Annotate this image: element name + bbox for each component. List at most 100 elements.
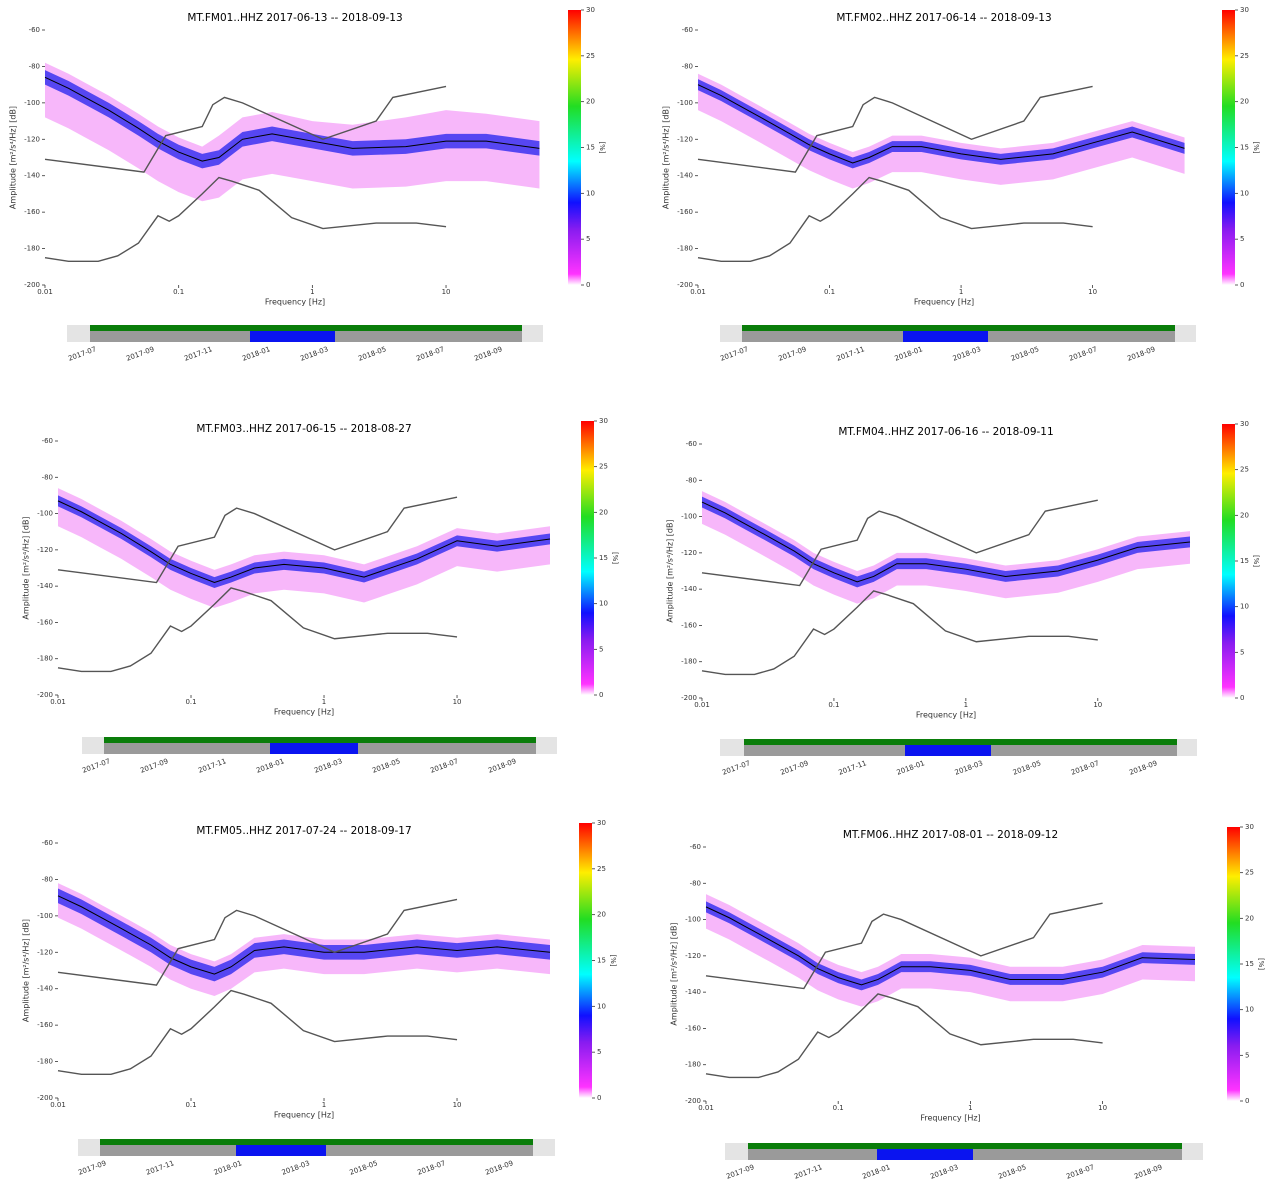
selected-bar xyxy=(236,1145,326,1156)
colorbar-tick-label: 0 xyxy=(1240,694,1244,702)
y-tick-label: -200 xyxy=(681,694,697,702)
timeline-label: 2018-09 xyxy=(1128,759,1158,777)
timeline-label: 2018-07 xyxy=(416,1159,446,1177)
colorbar-tick-label: 0 xyxy=(1240,281,1244,289)
y-tick-label: -80 xyxy=(690,879,701,887)
y-tick-label: -140 xyxy=(685,988,701,996)
colorbar-tick-label: 0 xyxy=(1245,1097,1249,1105)
density-band xyxy=(702,496,1190,588)
y-axis-label: Amplitude [m²/s⁴/Hz] [dB] xyxy=(9,106,18,209)
y-tick-label: -180 xyxy=(37,1058,53,1066)
coverage-bar xyxy=(104,737,536,743)
coverage-bar xyxy=(742,325,1175,331)
x-tick-label: 0.01 xyxy=(50,698,66,706)
timeline-label: 2018-07 xyxy=(1070,759,1100,777)
coverage-bar xyxy=(100,1139,533,1145)
y-tick-label: -180 xyxy=(24,245,40,253)
timeline-label: 2018-03 xyxy=(954,759,984,777)
colorbar-tick-label: 10 xyxy=(586,189,595,197)
timeline-label: 2018-03 xyxy=(299,345,329,363)
x-tick-label: 0.1 xyxy=(824,288,835,296)
colorbar-label: [%] xyxy=(611,552,619,564)
y-tick-label: -200 xyxy=(37,691,53,699)
colorbar-tick-label: 25 xyxy=(597,865,606,873)
y-tick-label: -60 xyxy=(682,26,693,34)
x-axis-label: Frequency [Hz] xyxy=(914,298,974,307)
selected-bar xyxy=(877,1149,973,1160)
x-tick-label: 0.1 xyxy=(828,701,839,709)
colorbar-tick-label: 15 xyxy=(1245,960,1254,968)
x-tick-label: 1 xyxy=(322,698,326,706)
colorbar-tick-label: 10 xyxy=(1240,189,1249,197)
timeline-label: 2018-09 xyxy=(484,1159,514,1177)
y-tick-label: -140 xyxy=(681,585,697,593)
x-tick-label: 0.01 xyxy=(694,701,710,709)
density-band xyxy=(698,79,1185,169)
colorbar-tick-label: 20 xyxy=(1240,98,1249,106)
colorbar-tick-label: 0 xyxy=(599,691,603,699)
y-axis-label: Amplitude [m²/s⁴/Hz] [dB] xyxy=(670,922,679,1025)
y-tick-label: -80 xyxy=(682,62,693,70)
timeline-label: 2017-09 xyxy=(725,1163,755,1181)
mean-line xyxy=(57,895,551,975)
y-tick-label: -160 xyxy=(677,208,693,216)
mean-line xyxy=(57,500,551,584)
chart-title: MT.FM04..HHZ 2017-06-16 -- 2018-09-11 xyxy=(838,426,1053,438)
y-tick-label: -200 xyxy=(24,281,40,289)
timeline-label: 2018-05 xyxy=(357,345,387,363)
coverage-bar xyxy=(90,325,522,331)
y-tick-label: -200 xyxy=(677,281,693,289)
nlnm-line xyxy=(705,993,1103,1079)
x-tick-label: 10 xyxy=(453,698,462,706)
colorbar-tick-label: 5 xyxy=(1240,235,1244,243)
colorbar-label: [%] xyxy=(1257,958,1265,970)
nhnm-line xyxy=(705,902,1103,990)
timeline-label: 2017-09 xyxy=(779,759,809,777)
nlnm-line xyxy=(697,176,1093,263)
y-tick-label: -80 xyxy=(29,62,40,70)
colorbar xyxy=(1227,827,1240,1101)
colorbar-tick-label: 30 xyxy=(597,819,606,827)
timeline-label: 2017-07 xyxy=(719,345,749,363)
x-tick-label: 1 xyxy=(310,288,314,296)
colorbar-tick-label: 10 xyxy=(1245,1006,1254,1014)
timeline-label: 2017-11 xyxy=(145,1159,175,1177)
y-tick-label: -60 xyxy=(42,839,53,847)
timeline-label: 2017-09 xyxy=(139,757,169,775)
mean-line xyxy=(44,76,540,162)
timeline-label: 2017-11 xyxy=(197,757,227,775)
timeline-label: 2018-05 xyxy=(348,1159,378,1177)
nlnm-line xyxy=(57,989,458,1076)
x-axis-label: Frequency [Hz] xyxy=(920,1114,980,1123)
timeline-label: 2018-03 xyxy=(313,757,343,775)
colorbar-tick-label: 5 xyxy=(599,645,603,653)
colorbar-tick-label: 20 xyxy=(597,911,606,919)
timeline-label: 2017-07 xyxy=(721,759,751,777)
colorbar-tick-label: 30 xyxy=(1240,420,1249,428)
density-band xyxy=(45,70,540,169)
selected-bar xyxy=(903,331,988,342)
y-tick-label: -120 xyxy=(24,135,40,143)
density-band xyxy=(698,73,1185,189)
nhnm-line xyxy=(57,496,458,584)
timeline-label: 2018-03 xyxy=(929,1163,959,1181)
x-tick-label: 10 xyxy=(1098,1104,1107,1112)
selected-bar xyxy=(250,331,335,342)
timeline-label: 2018-05 xyxy=(997,1163,1027,1181)
colorbar-tick-label: 10 xyxy=(597,1002,606,1010)
x-tick-label: 1 xyxy=(959,288,963,296)
nhnm-line xyxy=(44,85,447,173)
x-tick-label: 10 xyxy=(442,288,451,296)
y-tick-label: -100 xyxy=(677,99,693,107)
selected-bar xyxy=(270,743,358,754)
x-tick-label: 1 xyxy=(964,701,968,709)
colorbar-tick-label: 15 xyxy=(597,957,606,965)
timeline-label: 2017-09 xyxy=(125,345,155,363)
y-tick-label: -120 xyxy=(677,135,693,143)
colorbar xyxy=(581,421,594,695)
x-axis-label: Frequency [Hz] xyxy=(274,1111,334,1120)
y-tick-label: -120 xyxy=(37,948,53,956)
x-axis-label: Frequency [Hz] xyxy=(916,711,976,720)
colorbar xyxy=(1222,10,1235,285)
